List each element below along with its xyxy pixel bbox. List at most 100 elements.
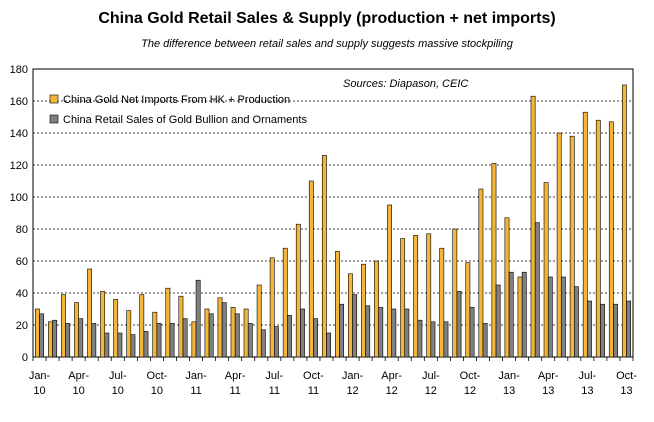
bar-retail [91,323,97,358]
x-tick-label-year: 11 [308,385,319,397]
bar-supply [269,257,275,358]
bar-supply [282,247,288,358]
x-tick-label-month: Jul- [422,370,440,382]
bar-supply [178,295,184,358]
x-tick-label-year: 13 [503,385,515,397]
bar-supply [517,276,523,358]
bar-retail [404,308,410,358]
bar-retail [352,294,358,358]
y-tick-label: 0 [22,352,28,364]
bar-retail [247,323,253,358]
bar-supply [595,119,601,358]
bar-supply [387,204,392,358]
bar-supply [478,188,484,358]
bar-retail [169,323,175,358]
x-tick-label-year: 13 [620,385,632,397]
bar-supply [504,217,510,358]
bar-retail [326,332,331,358]
bar-supply [321,155,327,358]
bar-supply [491,163,497,358]
bar-supply [113,299,119,358]
x-tick-label-month: Jan- [185,370,207,382]
bar-supply [400,238,406,358]
x-tick-label-year: 11 [229,385,240,397]
bar-retail [443,321,449,358]
bar-retail [391,308,397,358]
x-tick-label-month: Apr- [538,370,559,382]
bar-retail [534,222,540,358]
bar-retail [469,307,475,358]
legend-swatch-supply [49,94,59,104]
bar-supply [426,233,432,358]
x-tick-label-year: 11 [190,385,201,397]
bar-retail [156,323,162,358]
bar-retail [430,321,436,358]
bar-supply [230,307,236,358]
x-tick-label-year: 12 [425,385,437,397]
x-tick-label-month: Apr- [68,370,89,382]
y-tick-label: 100 [10,192,28,204]
legend-label-supply: China Gold Net Imports From HK + Product… [63,94,290,106]
bar-supply [569,135,575,358]
x-tick-label-month: Oct- [147,370,168,382]
x-tick-label-year: 13 [581,385,593,397]
bar-retail [339,303,345,358]
bar-retail [78,318,84,358]
bar-retail [482,323,488,358]
bar-supply [439,247,445,358]
x-tick-label-month: Oct- [460,370,481,382]
y-tick-label: 160 [10,96,28,108]
bar-retail [130,334,136,358]
bar-retail [600,303,605,358]
y-tick-label: 120 [10,160,28,172]
bar-supply [621,84,627,358]
bar-supply [217,297,223,358]
bar-supply [87,268,92,358]
bar-retail [221,302,227,358]
bar-retail [260,329,266,358]
bar-supply [348,273,353,358]
bar-supply [61,294,66,358]
bar-supply [335,251,340,358]
bar-retail [456,291,462,358]
bar-retail [143,331,149,358]
bar-retail [65,323,71,358]
bar-retail [560,276,566,358]
x-tick-label-month: Apr- [225,370,246,382]
bar-supply [295,223,301,358]
bar-supply [530,95,536,358]
bar-supply [139,294,145,358]
bar-retail [287,315,292,358]
x-tick-label-year: 10 [112,385,124,397]
bar-supply [165,287,171,358]
x-tick-label-year: 10 [33,385,45,397]
x-tick-label-month: Jan- [498,370,520,382]
y-tick-label: 40 [16,288,28,300]
bar-retail [182,318,188,358]
bar-retail [521,271,527,358]
bar-supply [543,182,549,358]
bar-supply [413,235,419,358]
legend-label-retail: China Retail Sales of Gold Bullion and O… [63,114,307,126]
bar-supply [243,308,249,358]
x-tick-label-year: 10 [151,385,163,397]
bar-retail [626,300,631,358]
y-tick-label: 20 [16,320,28,332]
bar-supply [74,302,79,358]
x-tick-label-month: Jul- [109,370,127,382]
bar-supply [452,228,458,358]
y-tick-label: 80 [16,224,28,236]
bar-retail [274,326,279,358]
bar-supply [152,311,158,358]
y-tick-label: 140 [10,128,28,140]
bar-retail [234,313,240,358]
bar-supply [361,263,366,358]
legend-swatch-retail [49,114,59,124]
chart-subtitle: The difference between retail sales and … [141,38,513,50]
x-tick-label-year: 10 [73,385,85,397]
chart-title: China Gold Retail Sales & Supply (produc… [98,10,556,27]
bar-retail [574,286,579,358]
bar-retail [39,313,45,358]
